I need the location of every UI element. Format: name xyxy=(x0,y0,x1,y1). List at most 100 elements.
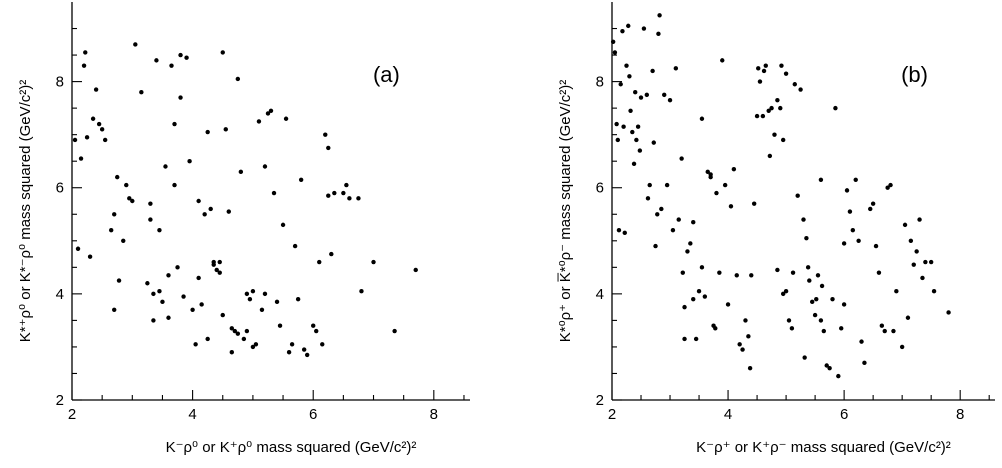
data-point xyxy=(304,352,310,358)
data-point xyxy=(190,307,195,312)
data-point xyxy=(818,318,824,323)
data-point xyxy=(295,296,301,302)
x-tick-label: 8 xyxy=(956,406,964,423)
data-point xyxy=(359,289,364,294)
data-point xyxy=(637,148,643,153)
data-point xyxy=(847,209,853,214)
data-point xyxy=(717,270,722,275)
data-point xyxy=(682,304,687,310)
data-point xyxy=(725,302,731,307)
data-point xyxy=(169,63,174,68)
data-point xyxy=(81,63,87,68)
data-point xyxy=(814,296,819,302)
data-point xyxy=(223,127,228,132)
data-point xyxy=(841,302,847,307)
data-point xyxy=(802,355,807,360)
data-point xyxy=(691,220,696,225)
data-point xyxy=(268,108,274,113)
data-point xyxy=(229,326,235,331)
data-point xyxy=(265,111,271,116)
data-point xyxy=(244,291,250,297)
data-point xyxy=(631,161,637,167)
data-point xyxy=(217,259,222,265)
data-point xyxy=(133,42,138,47)
data-point xyxy=(688,241,693,246)
data-point xyxy=(235,76,241,82)
data-point xyxy=(911,262,916,267)
data-point xyxy=(124,182,129,188)
data-point xyxy=(746,334,751,339)
data-point xyxy=(894,289,899,294)
data-point xyxy=(908,238,914,243)
panel-label: (a) xyxy=(373,62,400,87)
data-point xyxy=(699,265,705,270)
data-point xyxy=(344,182,349,188)
data-point xyxy=(184,55,189,60)
data-point xyxy=(175,265,180,270)
data-point xyxy=(163,164,168,169)
data-point xyxy=(618,82,623,87)
y-tick-label: 8 xyxy=(596,74,604,91)
data-point xyxy=(740,347,745,352)
data-point xyxy=(743,318,748,323)
data-point xyxy=(720,58,725,63)
data-point xyxy=(286,350,292,355)
data-point xyxy=(635,124,641,129)
y-tick-label: 2 xyxy=(56,392,64,409)
data-point xyxy=(702,294,708,299)
x-tick-label: 2 xyxy=(68,406,76,423)
data-point xyxy=(317,259,322,265)
data-point xyxy=(789,326,795,331)
data-point xyxy=(211,262,216,267)
panel-a: 2 4 6 8 2 4 6 8 (a) K⁻ρ⁰ or K⁺ρ⁰ mass squared (Ge… xyxy=(17,2,470,456)
data-point xyxy=(659,206,664,212)
data-point xyxy=(83,50,88,55)
data-point xyxy=(616,227,622,233)
data-point xyxy=(888,182,893,188)
data-point xyxy=(154,58,159,63)
data-point xyxy=(664,182,670,188)
data-point xyxy=(691,296,696,302)
data-point xyxy=(824,363,829,368)
data-point xyxy=(667,97,673,103)
data-point xyxy=(620,28,625,34)
data-point xyxy=(804,235,809,241)
x-tick-label: 8 xyxy=(430,406,438,423)
data-point xyxy=(713,326,718,331)
data-point xyxy=(392,328,397,334)
data-point xyxy=(917,217,922,222)
data-point xyxy=(314,328,319,334)
data-point xyxy=(891,328,896,334)
data-point xyxy=(873,243,879,249)
data-point xyxy=(728,204,734,209)
x-tick-label: 2 xyxy=(608,406,616,423)
data-point xyxy=(778,105,783,111)
data-point xyxy=(205,129,210,135)
data-point xyxy=(769,105,774,111)
data-point xyxy=(139,90,144,95)
data-point xyxy=(99,127,105,132)
data-point xyxy=(859,339,864,344)
data-point xyxy=(323,132,328,137)
data-point xyxy=(624,63,629,68)
data-point xyxy=(673,66,679,71)
data-point xyxy=(807,278,812,283)
data-point xyxy=(241,336,247,342)
x-axis-title: K⁻ρ⁰ or K⁺ρ⁰ mass squared (GeV/c²)² xyxy=(166,439,417,456)
data-point xyxy=(187,159,192,164)
data-point xyxy=(827,365,832,371)
data-point xyxy=(790,270,796,275)
y-tick-label: 8 xyxy=(56,74,64,91)
data-point xyxy=(151,318,156,323)
data-point xyxy=(763,63,768,68)
data-point xyxy=(75,246,81,251)
data-point xyxy=(760,113,766,119)
data-point xyxy=(928,259,934,265)
data-point xyxy=(151,291,156,297)
data-point xyxy=(885,185,890,190)
data-point xyxy=(680,270,685,275)
data-point xyxy=(250,344,256,350)
data-point xyxy=(946,310,951,315)
y-axis-title: K*⁰ρ⁺ or K̅*⁰ρ⁻ mass squared (GeV/c²)² xyxy=(557,80,574,343)
data-point xyxy=(805,265,811,270)
